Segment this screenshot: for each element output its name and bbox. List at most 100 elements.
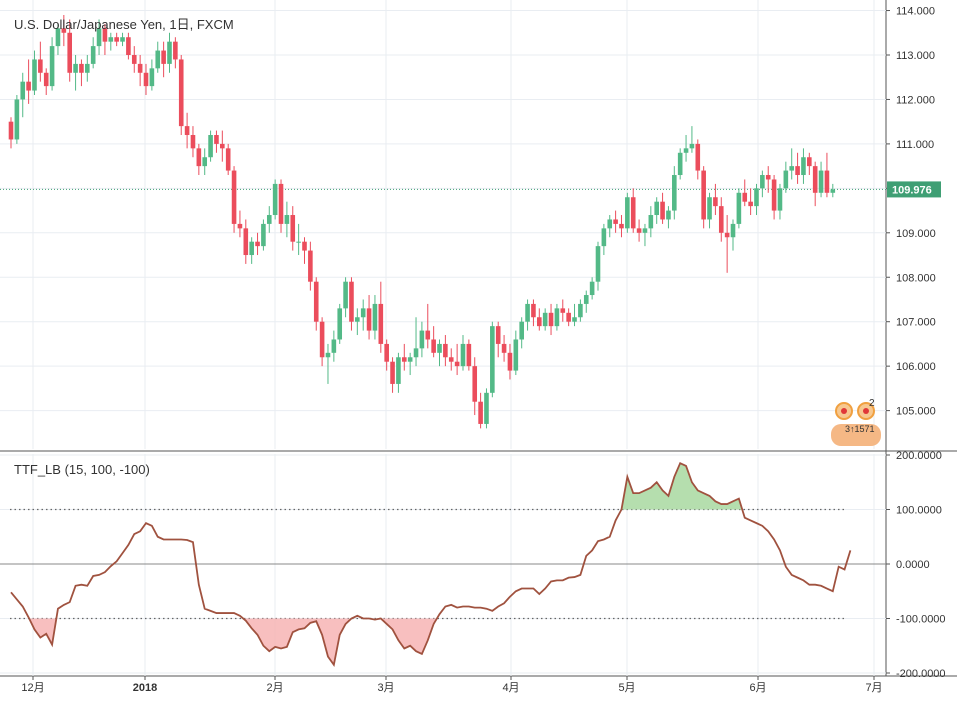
candle-up	[801, 157, 806, 176]
candle-up	[648, 215, 654, 229]
candle-up	[14, 99, 20, 140]
candle-down	[431, 339, 436, 353]
candle-up	[677, 152, 683, 176]
event-marker-icon[interactable]	[835, 402, 853, 420]
candle-down	[466, 343, 472, 367]
candle-up	[437, 343, 442, 353]
candle-up	[325, 352, 331, 358]
candle-down	[225, 148, 231, 171]
candle-up	[583, 295, 589, 304]
candle-down	[26, 81, 31, 91]
candle-down	[807, 157, 812, 167]
candle-down	[495, 326, 501, 344]
candle-up	[331, 339, 337, 353]
indicator-tick-label: -100.0000	[896, 614, 946, 626]
event-marker-icon[interactable]	[857, 402, 875, 420]
candle-up	[460, 343, 466, 367]
candle-up	[355, 317, 360, 322]
candle-up	[372, 303, 378, 331]
candle-down	[443, 343, 448, 358]
candle-up	[830, 189, 836, 193]
candle-up	[818, 170, 824, 193]
x-tick-label: 7月	[865, 682, 882, 694]
candle-down	[507, 352, 513, 371]
candle-down	[713, 197, 718, 207]
candle-up	[49, 46, 55, 87]
candle-up	[155, 50, 161, 69]
candle-down	[290, 215, 296, 242]
candle-up	[337, 308, 343, 340]
candle-down	[8, 121, 14, 140]
candle-down	[319, 321, 325, 358]
event-strip[interactable]	[831, 424, 881, 446]
indicator-tick-label: -200.0000	[896, 668, 946, 680]
x-tick-label: 6月	[749, 682, 766, 694]
candle-up	[578, 303, 583, 318]
candle-down	[566, 312, 571, 322]
candle-up	[249, 241, 254, 256]
candle-up	[73, 63, 78, 73]
candle-down	[472, 366, 478, 402]
candle-down	[366, 308, 372, 331]
price-tick-label: 106.000	[896, 361, 936, 373]
candle-down	[173, 41, 178, 60]
candle-up	[55, 28, 61, 47]
price-tick-label: 108.000	[896, 272, 936, 284]
candle-up	[407, 357, 413, 362]
candle-up	[654, 201, 659, 216]
candle-down	[765, 175, 771, 180]
candle-up	[266, 215, 272, 224]
candle-up	[32, 59, 37, 91]
candle-down	[237, 223, 243, 229]
event-strip-label: 3↑1571	[845, 424, 875, 434]
chart-title: U.S. Dollar/Japanese Yen, 1日, FXCM	[14, 17, 234, 32]
candle-up	[90, 46, 96, 64]
candle-down	[390, 361, 395, 384]
event-markers[interactable]: 2 3↑1571	[831, 398, 883, 452]
candle-down	[660, 201, 665, 220]
candle-down	[401, 357, 407, 362]
candle-down	[214, 135, 219, 144]
candle-up	[689, 143, 695, 149]
candle-down	[701, 170, 706, 220]
candle-down	[43, 72, 49, 87]
candle-up	[589, 281, 595, 296]
indicator-title: TTF_LB (15, 100, -100)	[14, 462, 150, 477]
candle-up	[20, 81, 26, 100]
candle-up	[554, 308, 560, 327]
indicator-tick-label: 100.0000	[896, 505, 942, 517]
candle-up	[777, 188, 783, 211]
candle-up	[284, 215, 290, 224]
candle-up	[490, 326, 495, 393]
candle-down	[454, 361, 460, 367]
candle-up	[783, 170, 789, 189]
candle-down	[79, 63, 84, 73]
event-count-label: 2	[869, 398, 875, 409]
candle-down	[231, 170, 237, 224]
candle-down	[184, 126, 190, 136]
candle-down	[38, 59, 43, 73]
candle-up	[572, 317, 577, 322]
candle-up	[120, 37, 125, 42]
candle-down	[501, 343, 507, 353]
candle-up	[108, 37, 114, 42]
candle-down	[742, 192, 748, 202]
price-tick-label: 114.000	[896, 6, 935, 18]
candle-down	[302, 241, 307, 251]
candle-down	[308, 250, 313, 282]
candle-up	[642, 228, 648, 233]
candle-up	[789, 166, 795, 171]
x-tick-label: 5月	[618, 682, 635, 694]
candle-down	[126, 37, 131, 55]
candle-up	[419, 330, 425, 349]
indicator-line	[10, 461, 852, 668]
candle-down	[613, 219, 618, 224]
candle-down	[190, 135, 196, 149]
candle-up	[607, 219, 613, 229]
candle-up	[625, 197, 630, 229]
x-tick-label: 12月	[21, 682, 44, 694]
candle-up	[760, 175, 765, 189]
